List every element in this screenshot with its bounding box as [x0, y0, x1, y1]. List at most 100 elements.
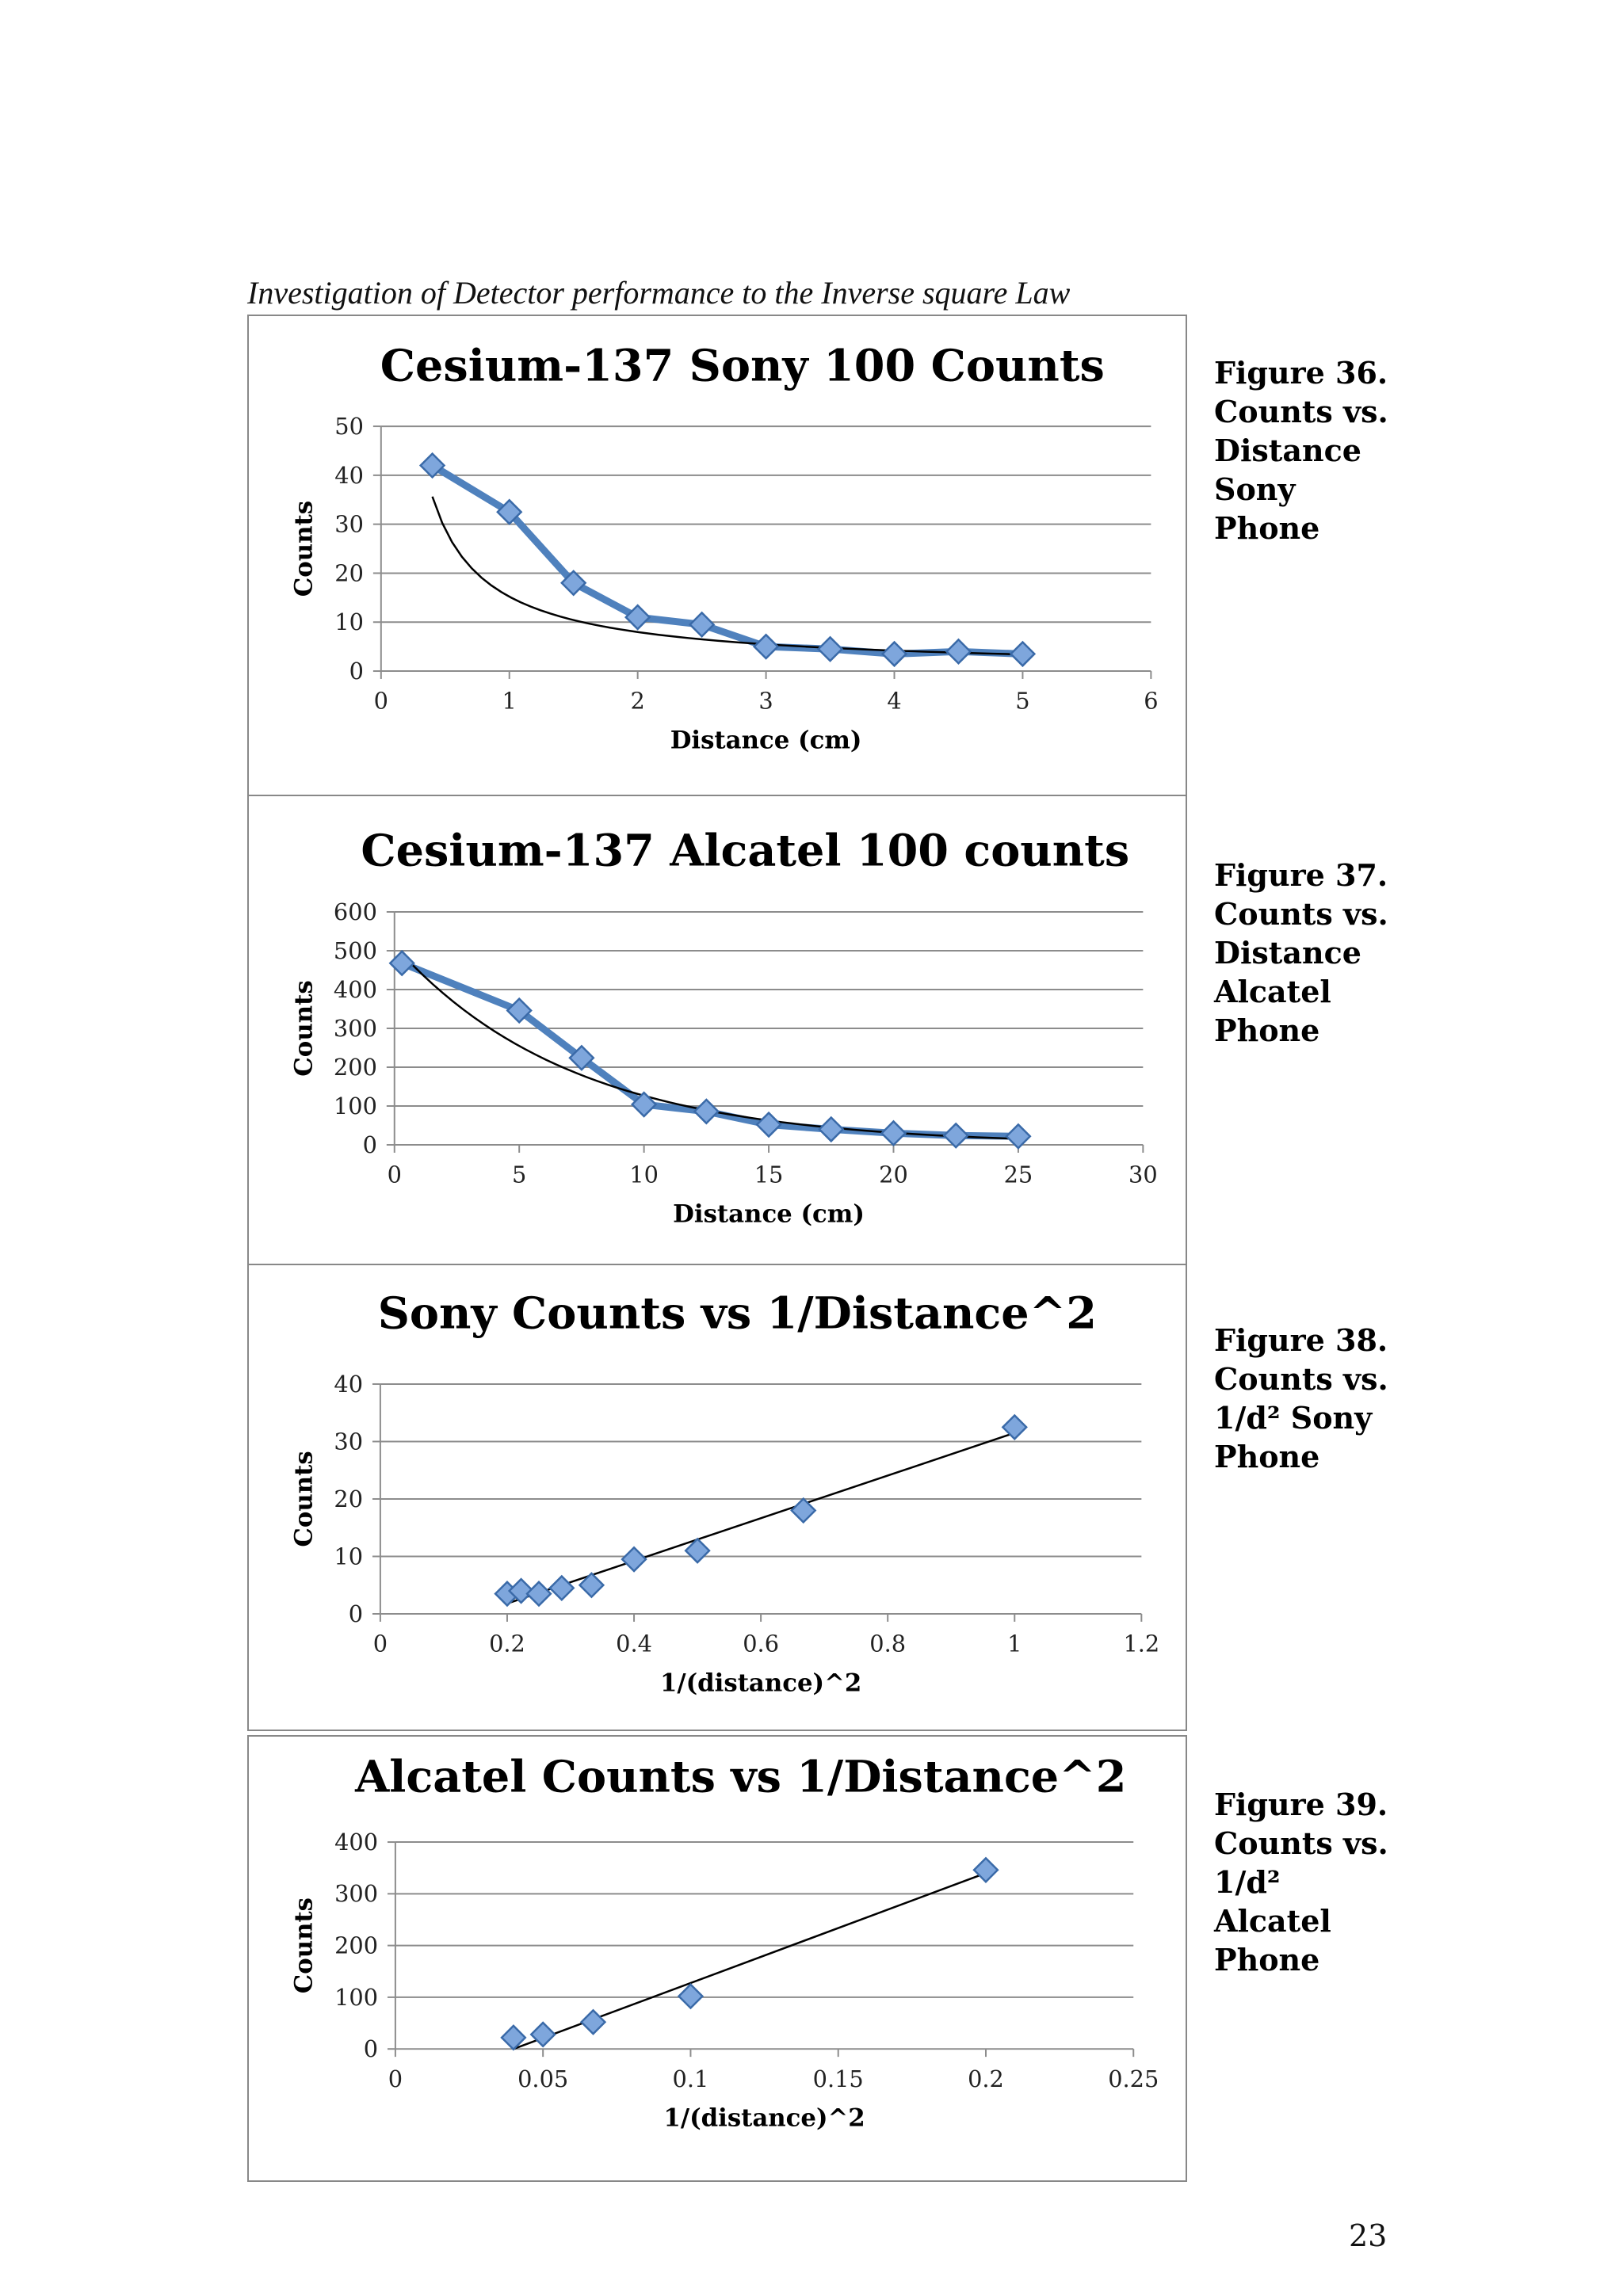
data-point: [578, 1572, 605, 1599]
y-tick-label: 50: [334, 413, 364, 440]
x-tick-label: 10: [629, 1161, 659, 1188]
caption-line: Phone: [1214, 1439, 1320, 1474]
y-tick-label: 0: [363, 1131, 377, 1158]
caption-line: Alcatel: [1214, 974, 1331, 1009]
x-tick-label: 2: [631, 688, 645, 715]
data-point: [945, 638, 972, 665]
y-axis-label: Counts: [289, 980, 318, 1076]
data-point: [790, 1497, 817, 1524]
x-tick-label: 1.2: [1123, 1630, 1159, 1657]
y-tick-label: 600: [334, 898, 377, 925]
x-tick-label: 20: [879, 1161, 908, 1188]
x-axis-label: Distance (cm): [673, 1199, 865, 1228]
data-point: [500, 2024, 527, 2051]
data-point: [693, 1098, 720, 1125]
data-point: [1009, 640, 1037, 668]
caption-line: 1/d²: [1214, 1864, 1281, 1900]
data-point: [972, 1856, 999, 1883]
chart-svg: Cesium-137 Alcatel 100 counts01002003004…: [289, 825, 1158, 1228]
data-point: [630, 1091, 658, 1118]
y-tick-label: 30: [334, 511, 364, 538]
y-tick-label: 30: [334, 1428, 363, 1455]
x-tick-label: 0: [388, 1161, 402, 1188]
data-point: [548, 1574, 575, 1602]
caption-line: 1/d² Sony: [1214, 1400, 1373, 1436]
x-tick-label: 0.4: [616, 1630, 652, 1657]
caption-line: Figure 36.: [1214, 355, 1388, 391]
data-point: [418, 452, 446, 479]
x-tick-label: 0.8: [869, 1630, 906, 1657]
chart-alcatel-counts-vs-distance: Cesium-137 Alcatel 100 counts 0 100 200 300 4…: [247, 795, 1187, 1265]
data-point: [388, 950, 415, 977]
data-point: [506, 997, 533, 1024]
y-axis-label: Counts: [290, 1897, 319, 1993]
caption-line: Counts vs.: [1214, 896, 1388, 932]
caption-line: Phone: [1214, 510, 1320, 546]
x-axis-label: 1/(distance)^2: [663, 2103, 865, 2132]
chart-alcatel-counts-vs-inverse-square: Alcatel Counts vs 1/Distance^2 0 100 200 300…: [247, 1735, 1187, 2182]
caption-line: Counts vs.: [1214, 1825, 1388, 1861]
chart-title: Cesium-137 Sony 100 Counts: [380, 340, 1105, 391]
x-tick-label: 30: [1128, 1161, 1158, 1188]
y-tick-label: 40: [334, 1371, 363, 1398]
data-point: [818, 1116, 845, 1143]
data-point: [816, 635, 844, 662]
data-point: [579, 2008, 607, 2035]
x-axis-label: Distance (cm): [670, 726, 862, 754]
data-point: [560, 570, 587, 597]
data-point: [688, 611, 716, 638]
chart-svg: Cesium-137 Sony 100 Counts 0 10 20 30 40 50 0 1 2…: [289, 340, 1158, 754]
data-point: [1005, 1123, 1032, 1150]
data-point: [496, 498, 523, 525]
data-point: [684, 1537, 711, 1564]
caption-line: Figure 38.: [1214, 1322, 1388, 1358]
page-heading: Investigation of Detector performance to…: [247, 275, 1071, 311]
chart-sony-counts-vs-distance: Cesium-137 Sony 100 Counts 0 10 20 30 40 50 0 1 2…: [247, 315, 1187, 796]
caption-line: Sony: [1214, 471, 1296, 507]
y-tick-label: 200: [334, 1932, 378, 1959]
y-tick-label: 500: [334, 937, 377, 964]
trendline: [431, 496, 1023, 656]
x-tick-label: 4: [887, 688, 901, 715]
x-tick-label: 15: [754, 1161, 784, 1188]
x-tick-label: 0: [374, 688, 388, 715]
data-point: [752, 633, 780, 660]
data-point: [624, 604, 651, 631]
data-point: [880, 1119, 907, 1146]
x-tick-label: 1: [1007, 1630, 1022, 1657]
caption-line: Figure 39.: [1214, 1787, 1388, 1822]
chart-title: Sony Counts vs 1/Distance^2: [378, 1287, 1097, 1339]
data-point: [677, 1982, 705, 2010]
x-tick-label: 0.25: [1108, 2065, 1159, 2092]
y-tick-label: 40: [334, 462, 364, 489]
y-tick-label: 100: [334, 1093, 377, 1119]
y-tick-label: 200: [334, 1054, 377, 1081]
page-number: 23: [1349, 2218, 1388, 2253]
y-tick-label: 400: [334, 976, 377, 1003]
y-tick-label: 300: [334, 1015, 377, 1042]
caption-line: Counts vs.: [1214, 394, 1388, 429]
caption-line: Alcatel: [1214, 1903, 1331, 1939]
y-tick-label: 10: [334, 1543, 363, 1569]
caption-line: Distance: [1214, 433, 1361, 468]
x-tick-label: 0.6: [743, 1630, 779, 1657]
figure-caption: Figure 36. Counts vs. Distance Sony Phon…: [1214, 353, 1499, 547]
y-tick-label: 0: [364, 2035, 378, 2062]
y-axis-label: Counts: [289, 501, 318, 597]
caption-line: Phone: [1214, 1013, 1320, 1048]
caption-line: Counts vs.: [1214, 1361, 1388, 1397]
x-tick-label: 0: [373, 1630, 388, 1657]
data-point: [1001, 1413, 1028, 1441]
x-tick-label: 6: [1144, 688, 1158, 715]
trendline: [506, 1432, 1015, 1605]
x-tick-label: 0.2: [489, 1630, 525, 1657]
x-tick-label: 0.1: [673, 2065, 709, 2092]
y-axis-label: Counts: [289, 1451, 318, 1547]
x-axis-label: 1/(distance)^2: [660, 1669, 861, 1697]
data-point: [880, 640, 908, 668]
x-tick-label: 1: [502, 688, 517, 715]
data-point: [568, 1044, 595, 1071]
chart-svg: Alcatel Counts vs 1/Distance^2 0 100 200 300…: [290, 1752, 1159, 2133]
y-tick-label: 400: [334, 1829, 378, 1855]
data-point: [755, 1111, 782, 1138]
